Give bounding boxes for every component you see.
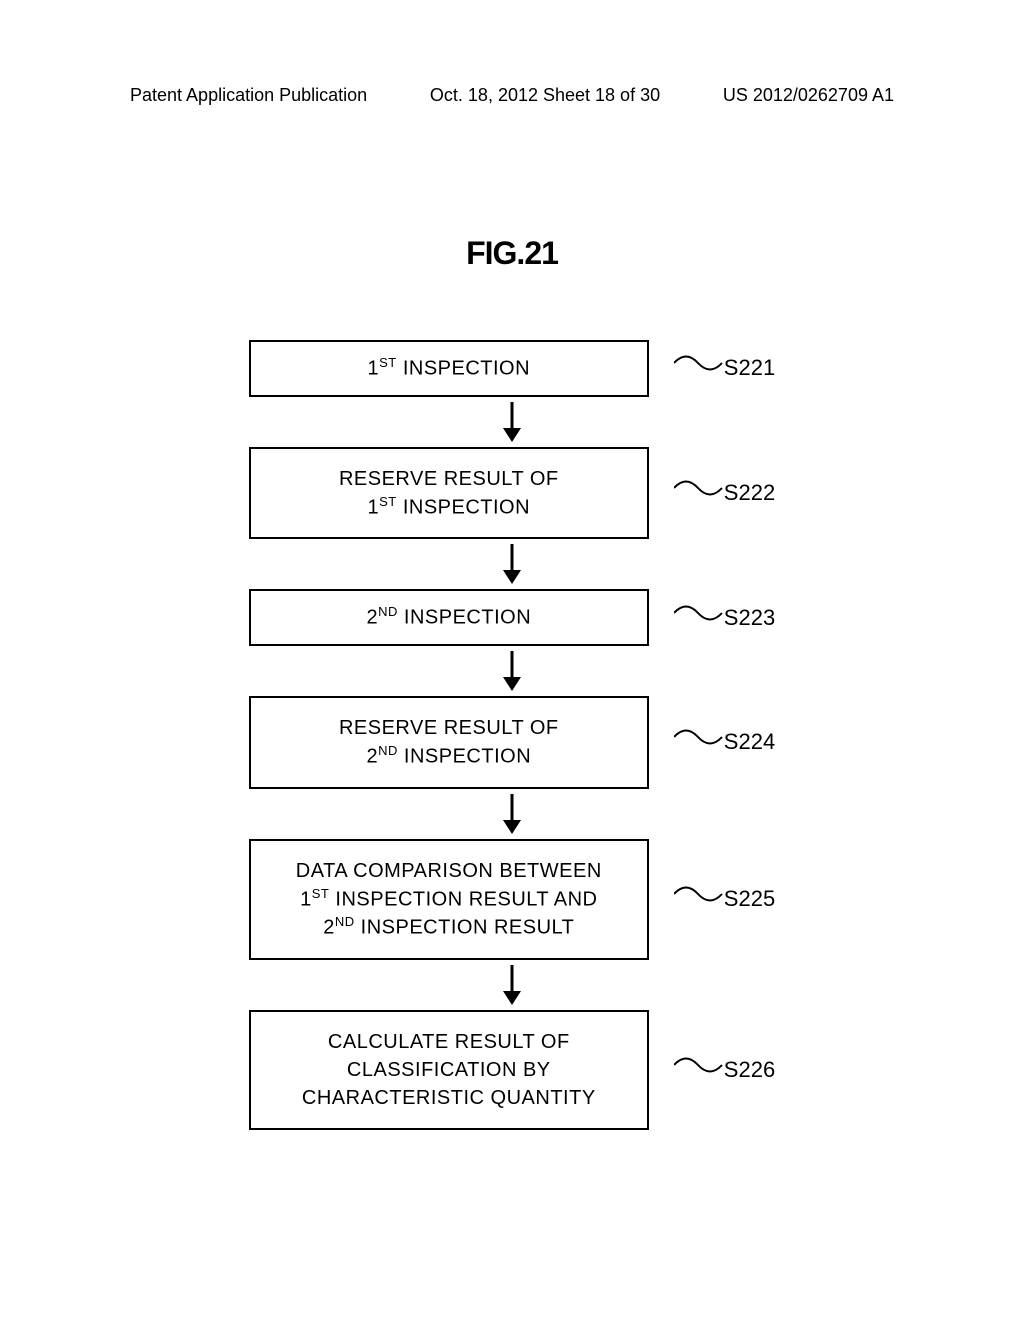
flow-box-5: DATA COMPARISON BETWEEN 1ST INSPECTION R… — [249, 839, 649, 960]
step3-sup: ND — [378, 604, 398, 619]
header-sheet-info: Oct. 18, 2012 Sheet 18 of 30 — [430, 85, 660, 106]
step3-text-pre: 2 — [366, 607, 378, 629]
curve-icon — [679, 478, 729, 508]
step5-line3-pre: 2 — [323, 917, 335, 939]
step1-text-pre: 1 — [368, 358, 380, 380]
step5-line2-pre: 1 — [300, 888, 312, 910]
curve-icon — [679, 353, 729, 383]
curve-icon — [679, 727, 729, 757]
flow-box-4: RESERVE RESULT OF 2ND INSPECTION — [249, 696, 649, 789]
step5-line3-post: INSPECTION RESULT — [355, 917, 575, 939]
step6-line3: CHARACTERISTIC QUANTITY — [302, 1087, 596, 1109]
flow-box-3: 2ND INSPECTION — [249, 589, 649, 646]
curve-icon — [679, 603, 729, 633]
flow-box-1: 1ST INSPECTION — [249, 340, 649, 397]
step1-sup: ST — [379, 355, 397, 370]
step4-sup: ND — [378, 743, 398, 758]
step2-sup: ST — [379, 494, 397, 509]
step6-line1: CALCULATE RESULT OF — [328, 1031, 570, 1053]
step-label-4: S224 — [724, 729, 775, 755]
step-label-1: S221 — [724, 355, 775, 381]
step3-text-post: INSPECTION — [398, 607, 531, 629]
flow-step-1: 1ST INSPECTION S221 — [222, 340, 802, 397]
flow-step-2: RESERVE RESULT OF 1ST INSPECTION S222 — [222, 447, 802, 540]
step-label-3: S223 — [724, 605, 775, 631]
arrow-1 — [222, 397, 802, 447]
page-header: Patent Application Publication Oct. 18, … — [0, 85, 1024, 106]
flow-step-5: DATA COMPARISON BETWEEN 1ST INSPECTION R… — [222, 839, 802, 960]
step4-line2-pre: 2 — [366, 746, 378, 768]
step5-line2-post: INSPECTION RESULT AND — [329, 888, 597, 910]
flow-box-6: CALCULATE RESULT OF CLASSIFICATION BY CH… — [249, 1010, 649, 1130]
step1-text-post: INSPECTION — [397, 358, 530, 380]
curve-icon — [679, 884, 729, 914]
header-patent-number: US 2012/0262709 A1 — [723, 85, 894, 106]
arrow-2 — [222, 539, 802, 589]
step2-line1: RESERVE RESULT OF — [339, 468, 559, 490]
step5-sup3: ND — [335, 914, 355, 929]
step5-line1: DATA COMPARISON BETWEEN — [296, 860, 602, 882]
step-label-6: S226 — [724, 1057, 775, 1083]
step4-line1: RESERVE RESULT OF — [339, 717, 559, 739]
step-label-2: S222 — [724, 480, 775, 506]
curve-icon — [679, 1055, 729, 1085]
step2-line2-post: INSPECTION — [397, 496, 530, 518]
step-label-5: S225 — [724, 886, 775, 912]
arrow-3 — [222, 646, 802, 696]
arrow-4 — [222, 789, 802, 839]
connector-1 — [679, 353, 729, 383]
step2-line2-pre: 1 — [368, 496, 380, 518]
flowchart-container: 1ST INSPECTION S221 RESERVE RESULT OF 1S… — [222, 340, 802, 1130]
flow-step-4: RESERVE RESULT OF 2ND INSPECTION S224 — [222, 696, 802, 789]
header-publication: Patent Application Publication — [130, 85, 367, 106]
step4-line2-post: INSPECTION — [398, 746, 531, 768]
connector-6 — [679, 1055, 729, 1085]
step5-sup2: ST — [312, 886, 330, 901]
flow-box-2: RESERVE RESULT OF 1ST INSPECTION — [249, 447, 649, 540]
connector-2 — [679, 478, 729, 508]
connector-3 — [679, 603, 729, 633]
connector-4 — [679, 727, 729, 757]
connector-5 — [679, 884, 729, 914]
step6-line2: CLASSIFICATION BY — [347, 1059, 551, 1081]
figure-title: FIG.21 — [466, 235, 558, 272]
flow-step-3: 2ND INSPECTION S223 — [222, 589, 802, 646]
arrow-5 — [222, 960, 802, 1010]
flow-step-6: CALCULATE RESULT OF CLASSIFICATION BY CH… — [222, 1010, 802, 1130]
